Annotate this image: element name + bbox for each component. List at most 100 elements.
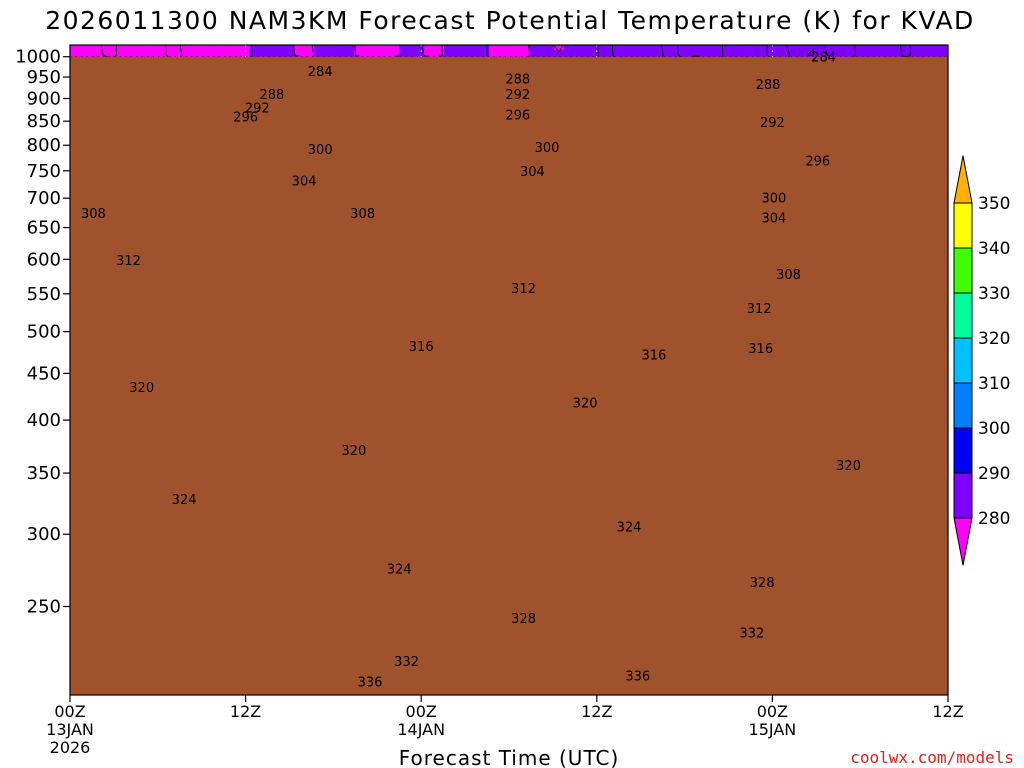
y-tick-label: 650 <box>27 218 61 239</box>
x-tick-label: 13JAN <box>46 720 94 739</box>
band-cell <box>249 45 296 51</box>
colorbar-tick-label: 280 <box>978 509 1010 529</box>
band-cell <box>294 45 316 51</box>
y-tick-label: 500 <box>27 322 61 343</box>
y-tick-label: 350 <box>27 463 61 484</box>
x-tick-label: 00Z <box>406 702 437 721</box>
x-tick-label: 15JAN <box>749 720 797 739</box>
contour-label: 336 <box>625 670 650 685</box>
x-tick-label: 12Z <box>932 702 963 721</box>
x-tick-label: 00Z <box>54 702 85 721</box>
contour-label: 312 <box>511 282 536 297</box>
x-tick-label: 12Z <box>581 702 612 721</box>
colorbar: 280 290 300 310 320 330 340 350 <box>953 155 1010 566</box>
band-cell <box>314 45 355 51</box>
contour-label: 300 <box>535 141 560 156</box>
colorbar-band <box>953 382 973 429</box>
band-cell <box>528 45 555 51</box>
band-cell <box>444 50 490 56</box>
contour-label: 300 <box>308 143 333 158</box>
contour-label: 328 <box>511 612 536 627</box>
band-cell <box>563 45 948 51</box>
colorbar-band <box>953 472 973 519</box>
x-axis-label: Forecast Time (UTC) <box>399 746 620 768</box>
plot-frame <box>69 44 949 696</box>
y-tick-label: 550 <box>27 284 61 305</box>
colorbar-tick-label: 320 <box>978 329 1010 349</box>
x-tick-label: 12Z <box>230 702 261 721</box>
contour-label: 304 <box>520 165 545 180</box>
contour-label: 320 <box>129 381 154 396</box>
contour-label: 320 <box>836 459 861 474</box>
band-cell <box>399 45 425 51</box>
band-cell <box>354 45 400 51</box>
contour-label: 296 <box>505 109 530 124</box>
y-tick-label: 1000 <box>15 47 61 68</box>
y-tick-label: 300 <box>27 524 61 545</box>
band-cell <box>424 45 445 51</box>
band-cell <box>354 50 400 56</box>
contour-label: 308 <box>350 207 375 222</box>
colorbar-band <box>953 155 973 204</box>
contour-label: 288 <box>756 78 781 93</box>
contour-label: 332 <box>394 655 419 670</box>
contour-label: 316 <box>641 349 666 364</box>
contour-label: 308 <box>776 268 801 283</box>
contour-label: 292 <box>505 88 530 103</box>
contour-label: 288 <box>259 88 284 103</box>
colorbar-band <box>953 337 973 384</box>
colorbar-tick-label: 330 <box>978 284 1010 304</box>
y-tick-label: 400 <box>27 410 61 431</box>
colorbar-band <box>953 202 973 249</box>
band-cell <box>553 45 565 51</box>
contour-label: 316 <box>748 342 773 357</box>
y-tick-label: 450 <box>27 363 61 384</box>
colorbar-band <box>953 292 973 339</box>
band-cell <box>444 45 490 51</box>
contour-label: 288 <box>505 72 530 87</box>
y-tick-label: 900 <box>27 89 61 110</box>
colorbar-tick-label: 310 <box>978 374 1010 394</box>
y-tick-label: 750 <box>27 161 61 182</box>
colorbar-tick-label: 350 <box>978 194 1010 214</box>
band-cell <box>70 45 251 51</box>
terrain-fill <box>70 56 948 695</box>
band-cell <box>489 45 530 51</box>
band-cell <box>249 50 296 56</box>
x-tick-label: 14JAN <box>397 720 445 739</box>
band-cell <box>489 50 530 56</box>
contour-label: 292 <box>760 116 785 131</box>
colorbar-band <box>953 517 973 566</box>
contour-label: 320 <box>573 397 598 412</box>
contour-label: 304 <box>292 174 317 189</box>
contour-label: 328 <box>750 576 775 591</box>
band-cell <box>314 50 355 56</box>
band-cell <box>528 50 948 56</box>
x-tick-label: 00Z <box>757 702 788 721</box>
contour-label: 284 <box>811 51 836 66</box>
contour-label: 336 <box>358 675 383 690</box>
colorbar-tick-label: 300 <box>978 419 1010 439</box>
credit-text: coolwx.com/models <box>850 748 1014 767</box>
colorbar-tick-label: 290 <box>978 464 1010 484</box>
y-tick-label: 250 <box>27 597 61 618</box>
band-cell <box>399 50 425 56</box>
contour-label: 332 <box>739 627 764 642</box>
contour-label: 296 <box>233 111 258 126</box>
y-tick-label: 850 <box>27 111 61 132</box>
band-cell <box>424 50 445 56</box>
x-tick-label: 2026 <box>50 738 91 757</box>
contour-label: 324 <box>172 493 197 508</box>
terrain <box>70 56 948 695</box>
contour-label: 292 <box>245 101 270 116</box>
contour-label: 300 <box>761 192 786 207</box>
contour-label: 312 <box>116 254 141 269</box>
contour-label: 320 <box>341 444 366 459</box>
contour-label: 284 <box>308 65 333 80</box>
contour-label: 308 <box>81 207 106 222</box>
contour-label: 296 <box>805 154 830 169</box>
y-tick-label: 600 <box>27 249 61 270</box>
y-tick-label: 700 <box>27 188 61 209</box>
